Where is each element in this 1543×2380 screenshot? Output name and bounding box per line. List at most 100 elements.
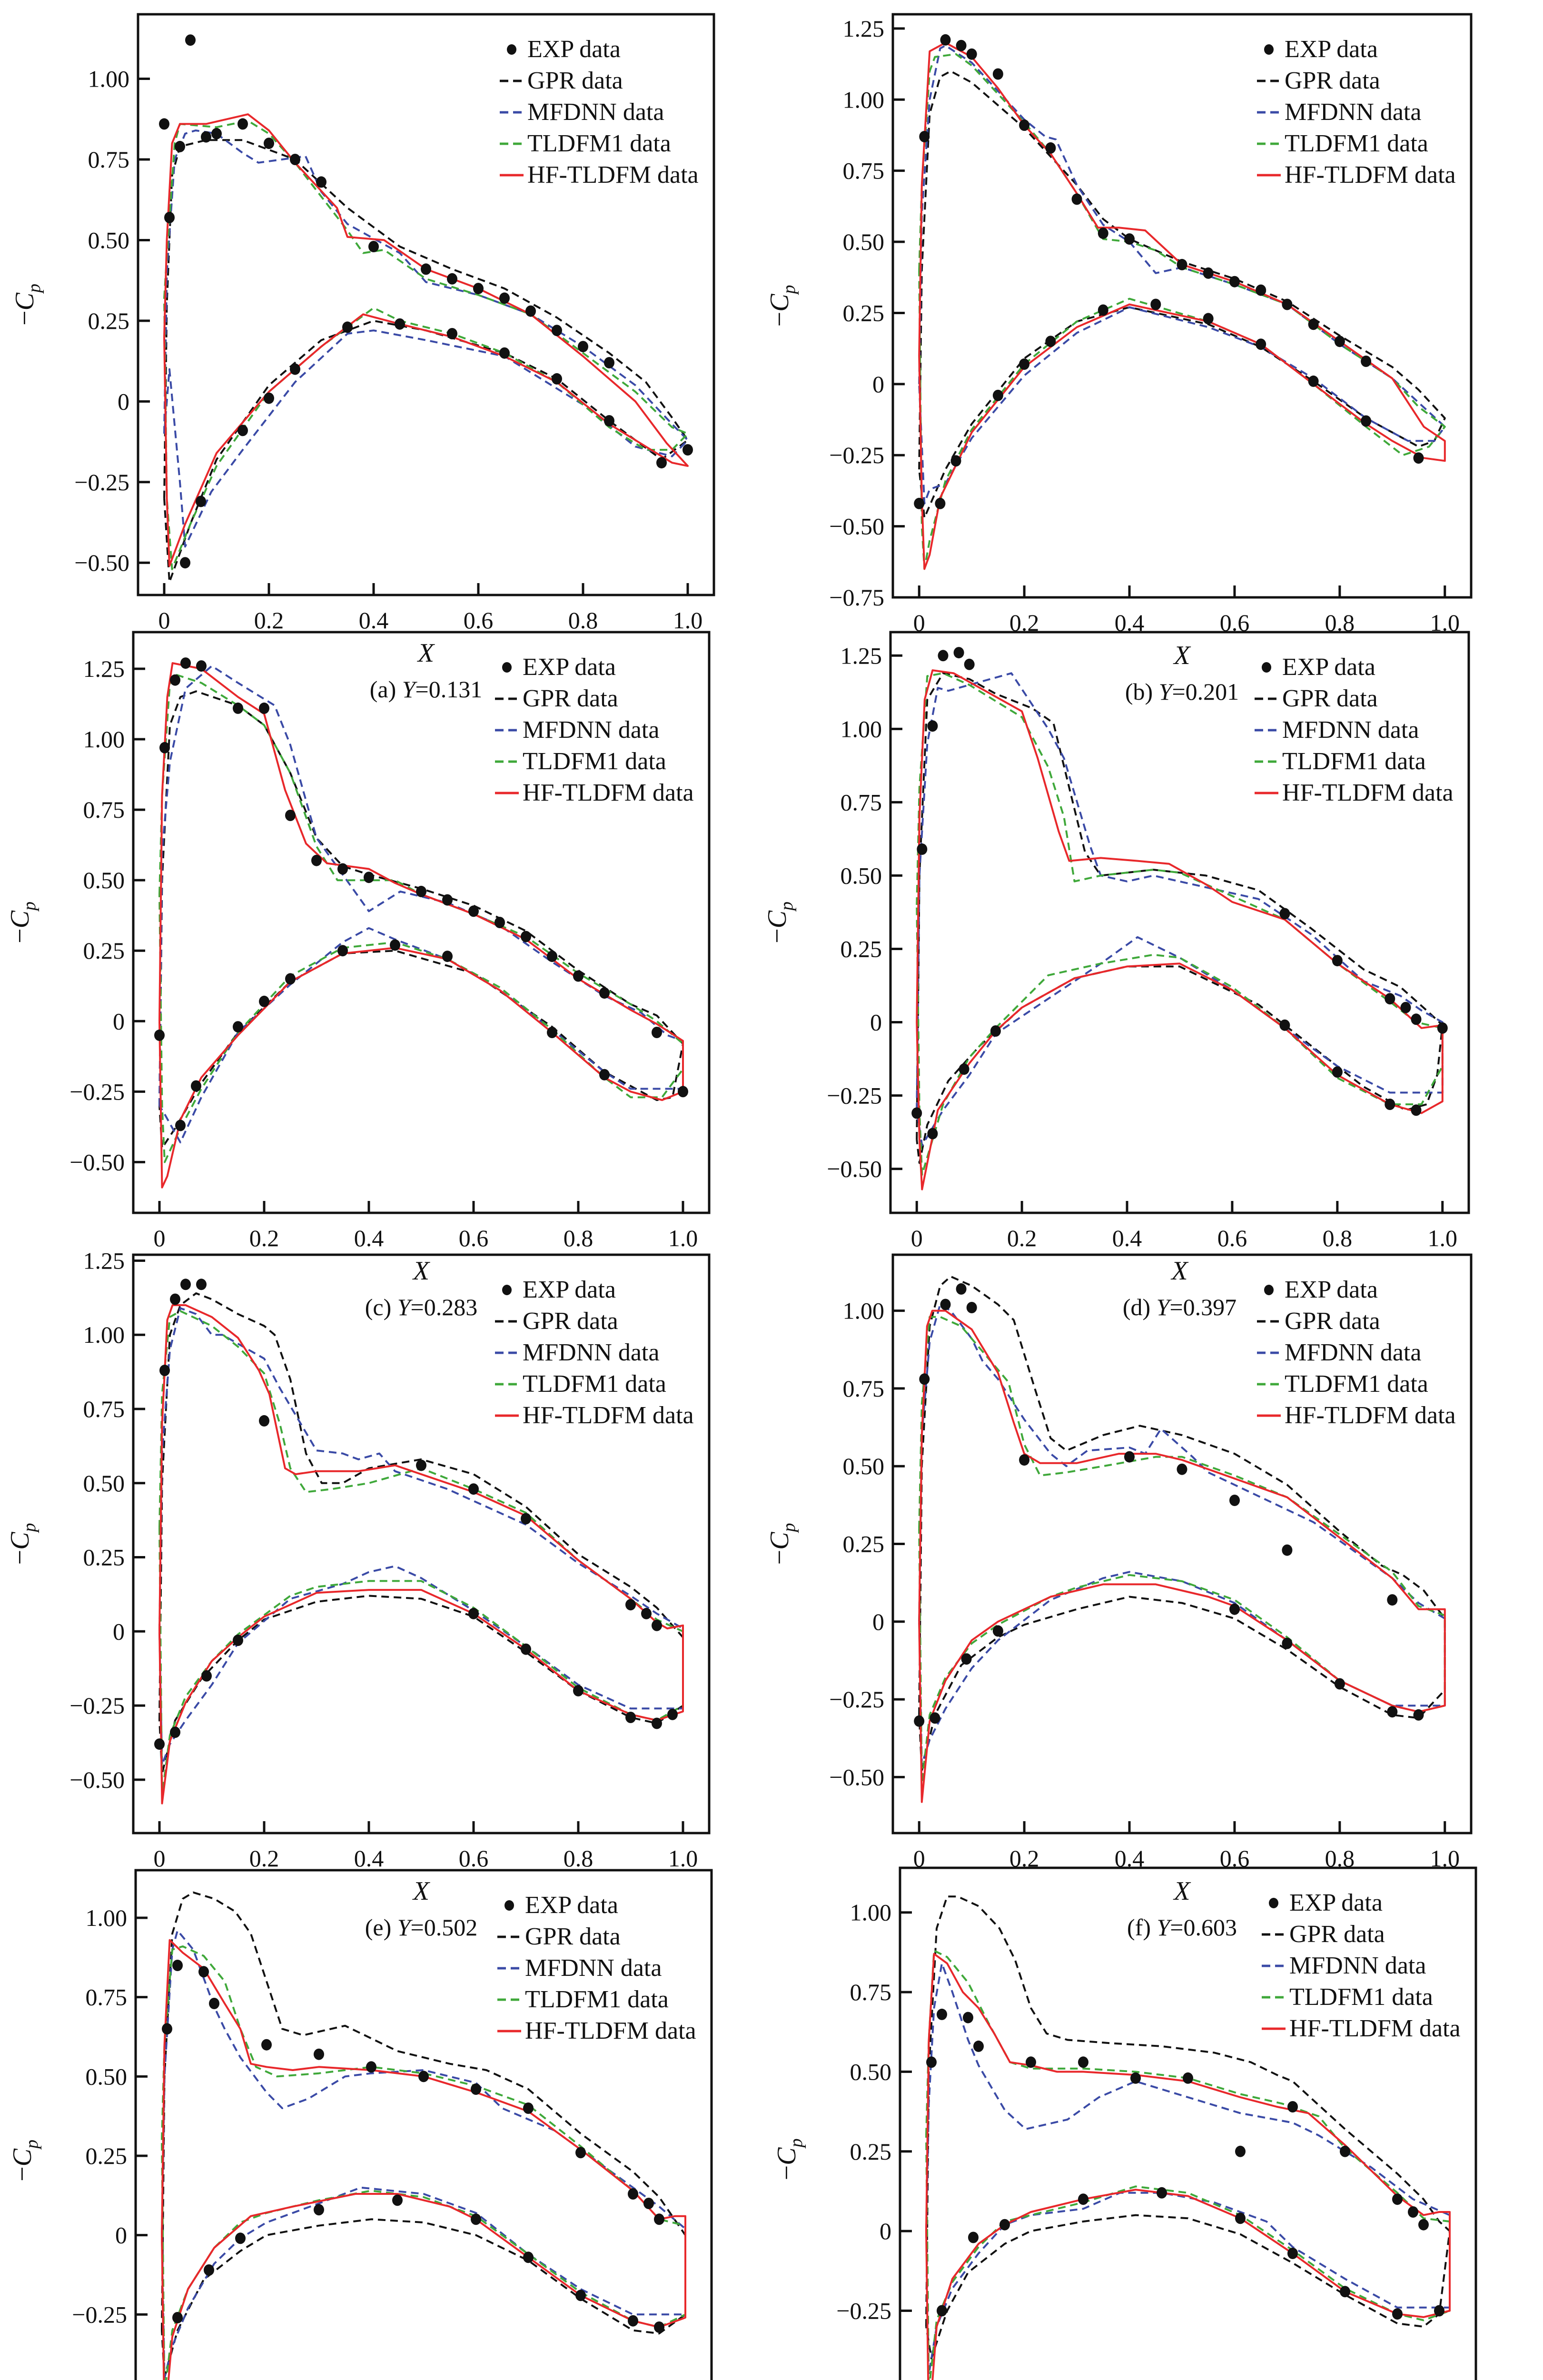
exp-data-point <box>1434 2305 1444 2317</box>
exp-data-point <box>1130 2072 1141 2084</box>
exp-data-point <box>1026 2056 1036 2068</box>
x-tick-label: 0.4 <box>354 1845 384 1872</box>
legend-item: TLDFM1 data <box>1262 1983 1433 2011</box>
y-tick-label: 1.00 <box>83 726 125 753</box>
exp-data-point <box>575 2290 586 2301</box>
exp-data-point <box>1437 1022 1448 1034</box>
y-tick-label: 0.75 <box>843 158 885 184</box>
exp-data-point <box>1340 2286 1350 2298</box>
exp-data-point <box>953 647 964 659</box>
x-tick-label: 0.4 <box>1112 1225 1142 1251</box>
x-tick-label: 0.6 <box>464 607 494 634</box>
exp-data-point <box>159 742 170 754</box>
exp-data-point <box>521 931 531 942</box>
y-tick-label: 0.75 <box>86 1984 128 2011</box>
exp-data-point <box>259 1415 269 1427</box>
exp-data-point <box>927 720 938 732</box>
exp-data-point <box>1071 193 1082 205</box>
exp-data-point <box>968 2231 979 2243</box>
series-line-mfdnn-data <box>918 1303 1446 1766</box>
y-tick-label: −0.25 <box>69 1692 125 1719</box>
exp-data-point <box>1229 1603 1240 1615</box>
plot-frame <box>899 1866 1477 2380</box>
exp-data-point <box>170 1293 180 1305</box>
exp-data-point <box>468 1607 479 1619</box>
legend-marker-icon <box>504 1900 514 1911</box>
y-axis-title: −Cp <box>772 2139 806 2181</box>
exp-data-point <box>172 2312 183 2323</box>
exp-data-point <box>552 373 562 385</box>
exp-points <box>154 1279 678 1750</box>
exp-data-point <box>170 1726 180 1738</box>
chart-panel-c: −0.50 −0.25 0 0.25 0.50 0.75 1.00 1.25 0 0.2 0.4 0.… <box>0 618 772 1320</box>
exp-data-point <box>919 1373 930 1385</box>
exp-data-point <box>1019 358 1030 370</box>
x-tick-label: 0.4 <box>359 607 389 634</box>
exp-data-point <box>368 241 379 252</box>
exp-data-point <box>628 2315 638 2327</box>
series-line-hf-tldfm-data <box>925 1953 1451 2380</box>
y-tick-label: 1.00 <box>88 66 130 92</box>
exp-data-point <box>1340 2145 1350 2157</box>
exp-data-point <box>233 1021 243 1033</box>
y-tick-label: 1.25 <box>841 642 882 669</box>
svg-text:−Cp: −Cp <box>762 902 797 943</box>
exp-data-point <box>264 392 274 404</box>
exp-data-point <box>447 273 457 285</box>
legend-item: EXP data <box>504 1892 618 1919</box>
legend: EXP data GPR data MFDNN data TLDFM1 data HF-… <box>495 1276 694 1429</box>
exp-data-point <box>471 2213 481 2225</box>
y-tick-label: 0 <box>872 1608 884 1635</box>
x-axis-title: X <box>412 1256 431 1286</box>
exp-data-point <box>1045 142 1056 154</box>
x-tick-label: 0.8 <box>564 1845 593 1872</box>
x-tick-label: 0.2 <box>249 1225 279 1251</box>
exp-data-point <box>1282 1544 1293 1556</box>
exp-data-point <box>233 1635 243 1646</box>
legend-label: MFDNN data <box>523 1339 659 1366</box>
exp-data-point <box>992 389 1003 401</box>
exp-data-point <box>1413 452 1424 464</box>
legend-label: GPR data <box>1285 67 1380 94</box>
legend-item: EXP data <box>1269 1889 1383 1916</box>
exp-data-point <box>237 118 248 130</box>
series-group <box>918 41 1446 570</box>
exp-data-point <box>164 212 175 223</box>
exp-data-point <box>442 894 453 906</box>
panel-caption: (a) Y=0.131 <box>370 676 483 703</box>
exp-data-point <box>521 1513 531 1525</box>
y-tick-label: 1.00 <box>850 1899 892 1926</box>
exp-data-point <box>599 987 610 999</box>
exp-data-point <box>1256 284 1266 296</box>
exp-data-point <box>992 1625 1003 1637</box>
exp-data-point <box>578 341 588 353</box>
chart-panel-e: −0.50 −0.25 0 0.25 0.50 0.75 1.00 1.25 0 0.2 0.4 0.… <box>0 1236 772 1941</box>
panel-caption: (b) Y=0.201 <box>1125 678 1239 705</box>
svg-text:−Cp: −Cp <box>5 902 40 943</box>
exp-data-point <box>973 2040 984 2052</box>
legend-label: GPR data <box>525 1923 621 1950</box>
exp-points <box>162 1960 664 2333</box>
x-tick-label: 0.2 <box>254 607 284 634</box>
exp-data-point <box>914 497 925 509</box>
plot-frame <box>889 631 1470 1214</box>
exp-data-point <box>521 1643 531 1655</box>
exp-data-point <box>1098 304 1108 316</box>
legend-label: HF-TLDFM data <box>527 161 699 188</box>
legend-label: GPR data <box>527 67 623 94</box>
exp-data-point <box>1229 276 1240 288</box>
exp-data-point <box>1157 2187 1167 2199</box>
y-axis-title: −Cp <box>762 902 797 943</box>
exp-points <box>159 34 693 569</box>
y-tick-label: −0.50 <box>74 549 129 576</box>
exp-data-point <box>1282 1637 1293 1649</box>
legend-label: MFDNN data <box>1285 99 1421 126</box>
legend-marker-icon <box>1262 662 1271 673</box>
exp-data-point <box>926 2056 937 2068</box>
legend-label: GPR data <box>523 1308 618 1335</box>
series-group <box>158 1292 684 1805</box>
legend-item: EXP data <box>507 36 621 63</box>
legend-item: TLDFM1 data <box>497 1986 669 2013</box>
exp-data-point <box>525 305 536 317</box>
